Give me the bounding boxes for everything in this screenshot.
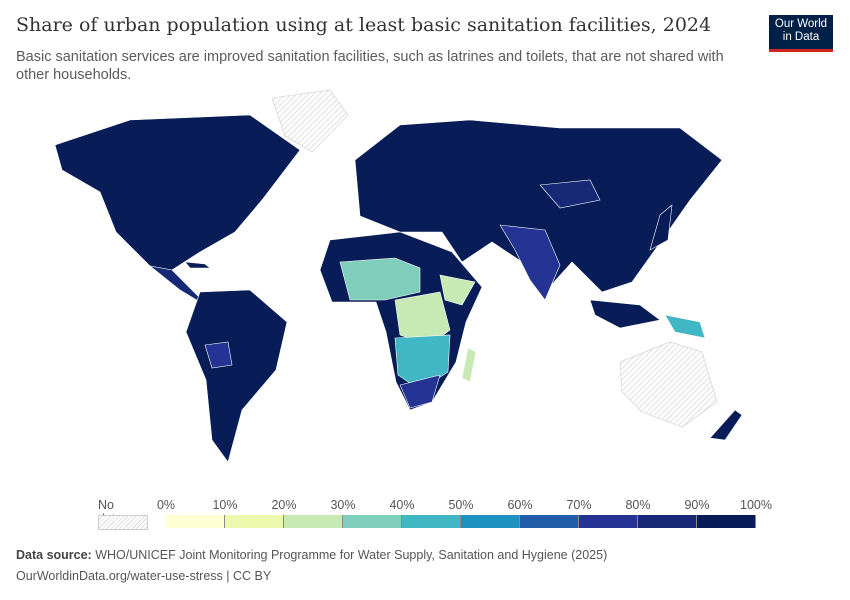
page-title: Share of urban population using at least…	[16, 14, 712, 36]
legend-bin[interactable]	[225, 515, 284, 528]
region-papua[interactable]	[664, 314, 706, 339]
legend-bin[interactable]	[343, 515, 402, 528]
region-south-africa[interactable]	[399, 374, 441, 409]
data-source: Data source: WHO/UNICEF Joint Monitoring…	[16, 548, 607, 562]
legend-bin[interactable]	[579, 515, 638, 528]
legend-tick: 100%	[740, 498, 772, 512]
source-url[interactable]: OurWorldinData.org/water-use-stress | CC…	[16, 569, 272, 583]
legend-tick: 40%	[389, 498, 415, 512]
owid-logo[interactable]: Our World in Data	[769, 15, 833, 52]
region-south-america[interactable]	[185, 289, 288, 463]
logo-text: Our World in Data	[774, 18, 828, 43]
region-southeast-asia-islands[interactable]	[589, 299, 661, 329]
region-horn-africa[interactable]	[439, 274, 476, 306]
legend-tick: 90%	[684, 498, 710, 512]
region-japan[interactable]	[649, 204, 673, 251]
legend-bin[interactable]	[697, 515, 756, 528]
region-caribbean[interactable]	[184, 261, 211, 269]
region-eurasia[interactable]	[354, 119, 723, 293]
legend-tick: 70%	[566, 498, 592, 512]
region-mongolia[interactable]	[539, 179, 601, 209]
legend-tick: 20%	[271, 498, 297, 512]
legend-tick: 50%	[448, 498, 474, 512]
legend-tick: 10%	[212, 498, 238, 512]
legend-bin[interactable]	[461, 515, 520, 528]
legend-tick: 30%	[330, 498, 356, 512]
region-north-america[interactable]	[54, 114, 301, 271]
subtitle: Basic sanitation services are improved s…	[16, 49, 724, 83]
region-sahel[interactable]	[339, 257, 421, 301]
legend-bin[interactable]	[166, 515, 225, 528]
source-label: Data source:	[16, 548, 92, 562]
no-data-swatch[interactable]	[98, 515, 148, 530]
region-new-zealand[interactable]	[709, 409, 743, 441]
legend-tick: 60%	[507, 498, 533, 512]
region-bolivia[interactable]	[204, 341, 233, 369]
legend-bin[interactable]	[402, 515, 461, 528]
legend-bin[interactable]	[520, 515, 579, 528]
region-australia[interactable]	[619, 341, 718, 428]
region-madagascar[interactable]	[461, 347, 477, 383]
legend-bin[interactable]	[284, 515, 343, 528]
region-south-asia[interactable]	[499, 224, 561, 301]
region-greenland[interactable]	[271, 89, 349, 153]
source-text: WHO/UNICEF Joint Monitoring Programme fo…	[95, 548, 608, 562]
legend-bins	[166, 515, 756, 528]
legend-tick: 0%	[156, 498, 176, 512]
legend-tick: 80%	[625, 498, 651, 512]
world-map	[54, 89, 743, 463]
legend-bin[interactable]	[638, 515, 697, 528]
